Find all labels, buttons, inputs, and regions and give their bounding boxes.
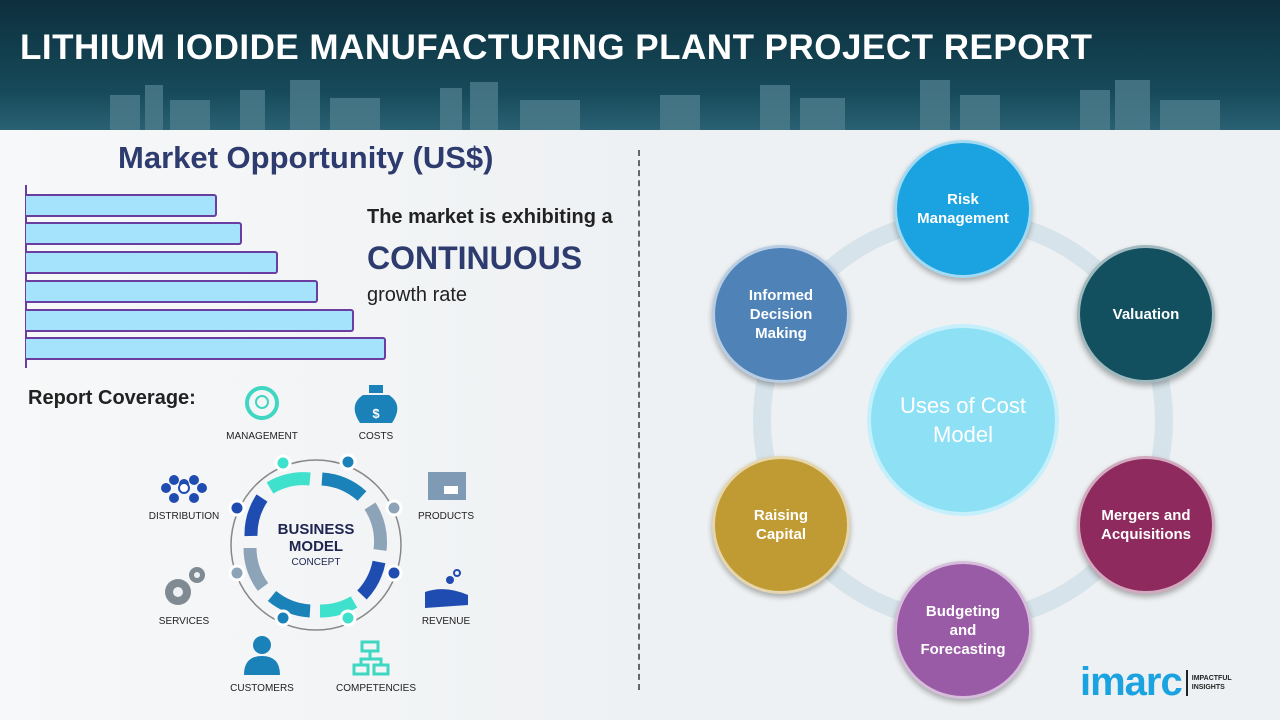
customer-icon [244,636,280,675]
gears-icon [165,567,205,605]
market-text-line2: growth rate [367,284,468,306]
network-icon [161,475,207,503]
cost-model-node: Mergers and Acquisitions [1077,456,1215,594]
cost-model-node: Valuation [1077,245,1215,383]
coverage-label-services: SERVICES [158,616,210,627]
coverage-label-competencies: COMPETENCIES [335,683,417,694]
growth-bar [26,194,217,217]
market-text-line1: The market is exhibiting a [367,206,613,228]
growth-bar [26,280,318,303]
skyline-graphic [110,80,1220,130]
cost-model-center: Uses of Cost Model [867,324,1059,516]
coverage-label-products: PRODUCTS [417,511,475,522]
cost-model-node: Budgeting and Forecasting [894,561,1032,699]
center-line3: CONCEPT [292,557,341,568]
divider [638,150,640,690]
org-chart-icon [352,640,390,676]
growth-bar [26,251,278,274]
center-line2: MODEL [289,538,343,555]
business-model-diagram: BUSINESS MODEL CONCEPT $ [161,385,468,676]
coverage-label-costs: COSTS [358,431,394,442]
cost-model-node: Raising Capital [712,456,850,594]
lightbulb-cycle-icon [245,386,279,420]
page-title: LITHIUM IODIDE MANUFACTURING PLANT PROJE… [20,28,1093,67]
report-coverage-title: Report Coverage: [28,387,196,409]
chart-axis [25,185,27,368]
coverage-label-customers: CUSTOMERS [230,683,294,694]
growth-bar [26,309,354,332]
growth-bar [26,222,242,245]
svg-text:$: $ [372,406,380,421]
cost-model-node: Informed Decision Making [712,245,850,383]
hand-coins-icon [425,569,468,608]
cost-model-node: Risk Management [894,140,1032,278]
market-highlight: CONTINUOUS [367,240,583,276]
box-icon [428,472,466,500]
money-bag-icon: $ [354,385,398,423]
growth-bar [26,337,386,360]
market-opportunity-title: Market Opportunity (US$) [118,140,494,175]
coverage-label-management: MANAGEMENT [226,431,298,442]
imarc-logo: imarc IMPACTFUL INSIGHTS [1080,660,1232,704]
coverage-label-revenue: REVENUE [421,616,471,627]
coverage-label-distribution: DISTRIBUTION [148,511,220,522]
header-banner: LITHIUM IODIDE MANUFACTURING PLANT PROJE… [0,0,1280,130]
center-line1: BUSINESS [278,521,355,538]
